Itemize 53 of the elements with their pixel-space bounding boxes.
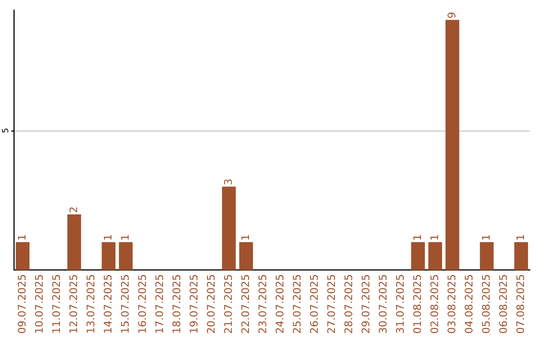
bar — [480, 242, 494, 270]
bar — [16, 242, 30, 270]
data-label: 1 — [482, 235, 490, 240]
data-label: 1 — [241, 235, 249, 240]
bar — [118, 242, 133, 270]
x-tick-label: 12.07.2025 — [69, 275, 78, 333]
data-label: 2 — [69, 207, 78, 212]
x-tick-label: 17.07.2025 — [155, 275, 164, 333]
x-tick-label: 14.07.2025 — [104, 275, 112, 333]
x-tick-label: 25.07.2025 — [292, 275, 301, 334]
data-label: 1 — [18, 235, 26, 240]
x-tick-label: 04.08.2025 — [464, 275, 473, 334]
x-tick-label: 02.08.2025 — [430, 275, 438, 334]
x-tick-label: 21.07.2025 — [224, 275, 232, 334]
x-tick-label: 06.08.2025 — [499, 275, 507, 334]
x-tick-label: 28.07.2025 — [344, 275, 352, 334]
bar — [239, 242, 253, 270]
x-tick-label: 27.07.2025 — [327, 275, 336, 334]
data-label: 1 — [121, 235, 129, 240]
data-label: 3 — [224, 179, 232, 184]
x-tick-label: 11.07.2025 — [52, 275, 60, 333]
x-tick-label: 29.07.2025 — [362, 275, 370, 334]
x-tick-label: 30.07.2025 — [378, 275, 387, 333]
data-label: 1 — [430, 235, 438, 240]
bar — [411, 242, 425, 270]
data-label: 1 — [516, 235, 524, 240]
x-tick-label: 20.07.2025 — [206, 275, 215, 334]
x-tick-label: 10.07.2025 — [34, 275, 43, 333]
x-tick-label: 03.08.2025 — [448, 275, 456, 334]
bar — [428, 242, 442, 270]
bar — [222, 186, 236, 270]
x-tick-label: 18.07.2025 — [172, 275, 180, 333]
x-tick-label: 26.07.2025 — [310, 275, 318, 334]
x-tick-label: 05.08.2025 — [482, 275, 490, 334]
bar — [102, 242, 116, 270]
x-tick-label: 23.07.2025 — [258, 275, 266, 334]
x-tick-label: 01.08.2025 — [413, 275, 422, 334]
bar — [446, 20, 460, 270]
x-tick-label: 24.07.2025 — [276, 275, 284, 334]
data-label: 9 — [448, 12, 456, 18]
x-tick-label: 31.07.2025 — [396, 275, 404, 333]
data-label: 1 — [104, 235, 112, 240]
bar — [67, 214, 82, 270]
bar — [514, 242, 528, 270]
x-tick-label: 13.07.2025 — [86, 275, 94, 333]
x-tick-label: 15.07.2025 — [120, 275, 129, 333]
x-tick-label: 09.07.2025 — [18, 275, 26, 334]
x-tick-label: 19.07.2025 — [190, 275, 198, 333]
x-tick-label: 07.08.2025 — [516, 275, 524, 334]
x-tick-label: 22.07.2025 — [241, 275, 250, 334]
x-tick-label: 16.07.2025 — [138, 275, 146, 333]
y-tick-label: 5 — [2, 128, 8, 133]
data-label: 1 — [413, 235, 421, 240]
